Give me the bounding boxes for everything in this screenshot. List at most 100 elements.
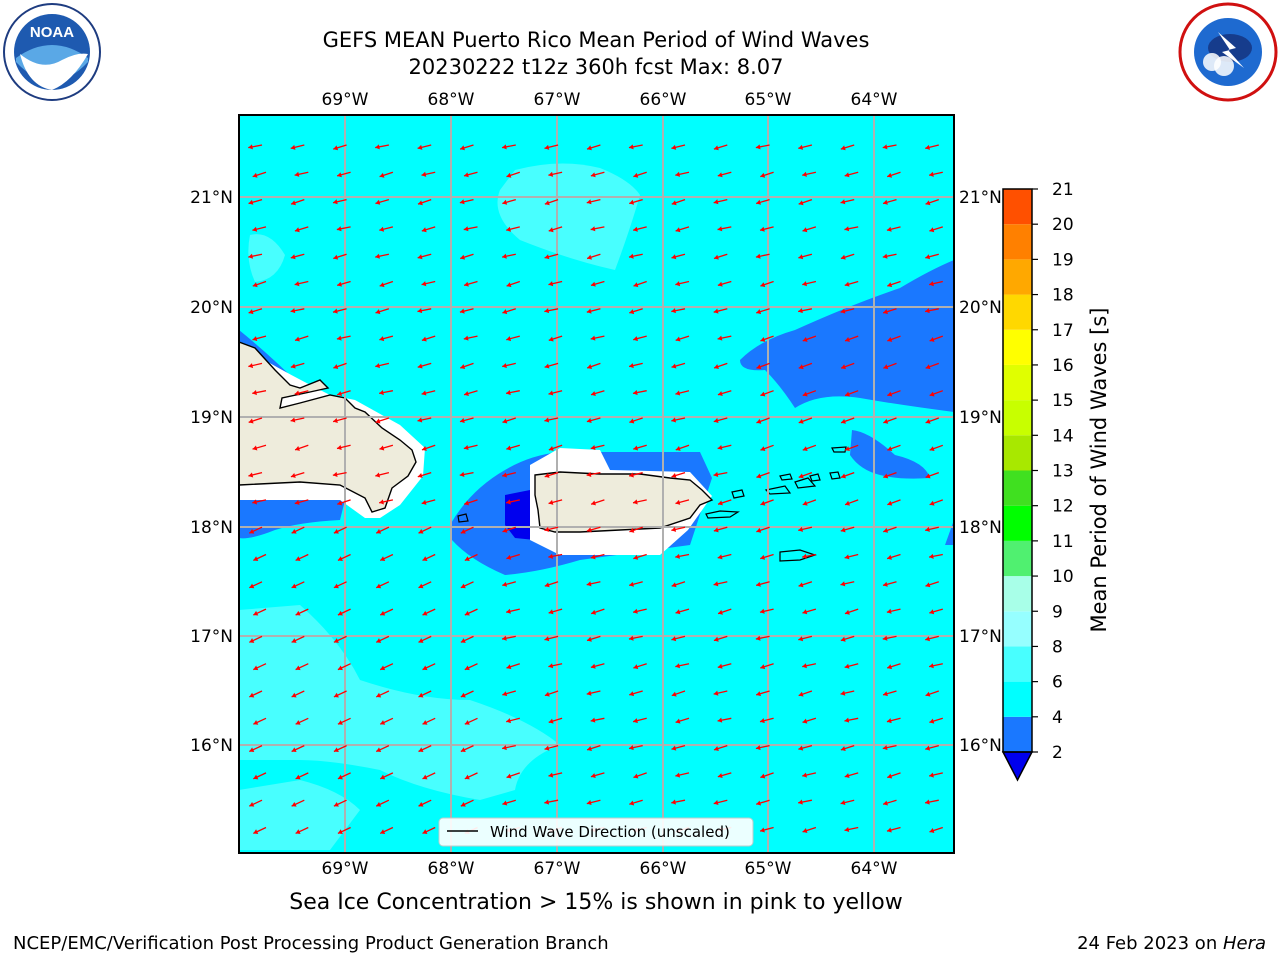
wave-direction-arrow <box>375 799 390 807</box>
wave-direction-arrow <box>379 717 394 725</box>
wave-direction-arrow <box>928 553 943 559</box>
latitude-left-labels: 21°N 20°N 19°N 18°N 17°N 16°N <box>190 188 233 756</box>
wave-direction-arrow <box>544 253 559 260</box>
wave-direction-arrow <box>249 799 263 807</box>
wave-direction-arrow <box>333 362 347 370</box>
wave-direction-arrow <box>887 444 901 452</box>
wave-direction-arrow <box>887 280 901 288</box>
wave-direction-arrow <box>590 663 605 669</box>
wave-direction-arrow <box>629 799 643 806</box>
latitude-label: 19°N <box>959 408 1002 428</box>
wave-direction-arrow <box>376 855 389 861</box>
wave-direction-arrow <box>713 526 728 533</box>
wave-direction-arrow <box>844 390 859 397</box>
wave-direction-arrow <box>798 144 813 150</box>
wave-direction-arrow <box>760 444 774 452</box>
wave-direction-arrow <box>586 308 601 314</box>
wave-direction-arrow <box>928 171 943 177</box>
wave-direction-arrow <box>295 772 309 780</box>
wave-direction-arrow <box>590 390 605 397</box>
wave-direction-arrow <box>717 335 732 341</box>
wave-direction-arrow <box>333 581 347 589</box>
wave-direction-arrow <box>798 253 813 260</box>
wave-direction-arrow <box>629 417 643 424</box>
wave-direction-arrow <box>925 635 939 642</box>
wave-direction-arrow <box>887 772 901 779</box>
wave-direction-arrow <box>798 744 813 751</box>
wave-direction-arrow <box>929 444 944 452</box>
wave-direction-arrow <box>332 198 347 205</box>
colorbar <box>1001 188 1034 782</box>
wave-direction-arrow <box>633 335 647 342</box>
gridlines <box>239 115 954 853</box>
wave-direction-arrow <box>422 553 436 562</box>
wave-direction-arrow <box>248 253 263 259</box>
wave-direction-arrow <box>418 581 432 589</box>
wave-direction-arrow <box>337 826 351 835</box>
wave-direction-arrow <box>502 690 516 697</box>
wave-direction-arrow <box>632 390 647 396</box>
colorbar-tick-label: 20 <box>1052 215 1074 235</box>
wave-direction-arrow <box>882 744 897 751</box>
wave-direction-arrow <box>760 553 774 560</box>
wave-direction-arrow <box>290 308 305 314</box>
wave-direction-arrow <box>375 526 390 534</box>
latitude-label: 16°N <box>190 736 233 756</box>
footer-date: 24 Feb 2023 on Hera <box>1077 933 1266 954</box>
wave-direction-arrow <box>586 471 601 477</box>
wave-direction-arrow <box>586 744 601 752</box>
latitude-label: 17°N <box>959 627 1002 647</box>
wave-direction-arrow <box>632 608 647 614</box>
longitude-label: 66°W <box>640 859 687 879</box>
wave-direction-arrow <box>633 553 647 560</box>
wave-direction-arrow <box>714 855 727 861</box>
wave-direction-arrow <box>253 663 267 671</box>
wave-direction-arrow <box>755 144 770 150</box>
wave-direction-arrow <box>886 226 901 232</box>
wave-direction-arrow <box>544 690 559 697</box>
footer-host: Hera <box>1222 933 1266 954</box>
wave-direction-arrow <box>760 280 774 288</box>
wave-direction-arrow <box>586 526 601 533</box>
wave-direction-arrow <box>379 553 394 562</box>
wave-direction-arrow <box>502 581 516 587</box>
wave-direction-arrow <box>463 171 478 178</box>
wave-direction-arrow <box>506 608 520 614</box>
wave-direction-arrow <box>798 581 813 588</box>
wave-direction-arrow <box>421 226 436 233</box>
wave-direction-arrow <box>292 855 305 861</box>
wave-direction-arrow <box>375 745 390 753</box>
wave-direction-arrow <box>548 499 563 505</box>
wave-direction-arrow <box>375 471 390 478</box>
colorbar-segment <box>1003 716 1032 752</box>
wave-direction-arrow <box>422 826 436 835</box>
wave-direction-arrow <box>295 663 309 671</box>
latitude-label: 17°N <box>190 627 233 647</box>
wave-direction-arrow <box>586 417 601 424</box>
wave-direction-arrow <box>249 635 263 643</box>
wave-direction-arrow <box>295 826 309 835</box>
wave-direction-arrow <box>629 526 643 533</box>
wave-direction-arrow <box>882 253 897 259</box>
wave-direction-arrow <box>840 362 855 370</box>
wave-direction-arrow <box>460 745 474 753</box>
wave-direction-arrow <box>379 226 394 232</box>
wave-direction-arrow <box>463 390 478 397</box>
wave-direction-arrow <box>252 390 267 396</box>
wave-direction-arrow <box>253 553 267 562</box>
colorbar-segment <box>1003 470 1032 506</box>
wave-direction-arrow <box>417 144 432 150</box>
wave-direction-arrow <box>248 362 263 369</box>
wave-direction-arrow <box>802 608 817 615</box>
wave-direction-arrow <box>713 471 728 477</box>
colorbar-segment <box>1003 646 1032 682</box>
wave-direction-arrow <box>506 171 521 178</box>
wave-direction-arrow <box>291 581 305 589</box>
wave-direction-arrow <box>713 581 728 587</box>
wave-direction-arrow <box>760 390 774 397</box>
wave-direction-arrow <box>590 444 605 450</box>
wave-direction-arrow <box>418 526 432 534</box>
wave-direction-arrow <box>802 826 817 833</box>
colorbar-segment <box>1003 505 1032 541</box>
wave-direction-arrow <box>544 198 559 206</box>
